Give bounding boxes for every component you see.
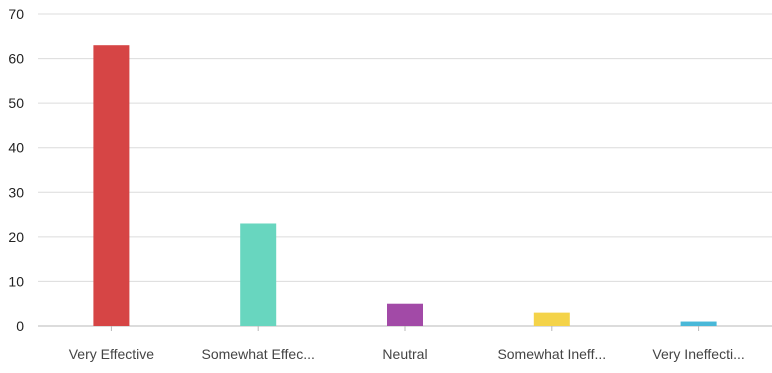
y-tick-label-10: 10 [8, 273, 24, 289]
y-tick-label-20: 20 [8, 229, 24, 245]
x-tick-label-1: Somewhat Effec... [202, 346, 315, 362]
grid-lines [38, 13, 772, 327]
bar-0 [93, 45, 130, 326]
x-axis: Very Effective Somewhat Effec... Neutral So… [69, 326, 745, 362]
x-tick-label-2: Neutral [382, 346, 427, 362]
x-tick-label-3: Somewhat Ineff... [497, 346, 606, 362]
y-tick-label-70: 70 [8, 6, 24, 22]
x-tick-label-4: Very Ineffecti... [652, 346, 744, 362]
y-tick-label-0: 0 [16, 318, 24, 334]
y-axis: 0 10 20 30 40 50 60 70 [8, 6, 24, 334]
bar-2 [387, 303, 423, 326]
bar-4 [680, 321, 717, 326]
y-tick-label-60: 60 [8, 51, 24, 67]
y-tick-label-30: 30 [8, 184, 24, 200]
y-tick-label-40: 40 [8, 140, 24, 156]
y-tick-label-50: 50 [8, 95, 24, 111]
x-tick-label-0: Very Effective [69, 346, 155, 362]
bars [93, 45, 717, 326]
bar-1 [240, 223, 277, 326]
bar-3 [533, 312, 570, 326]
